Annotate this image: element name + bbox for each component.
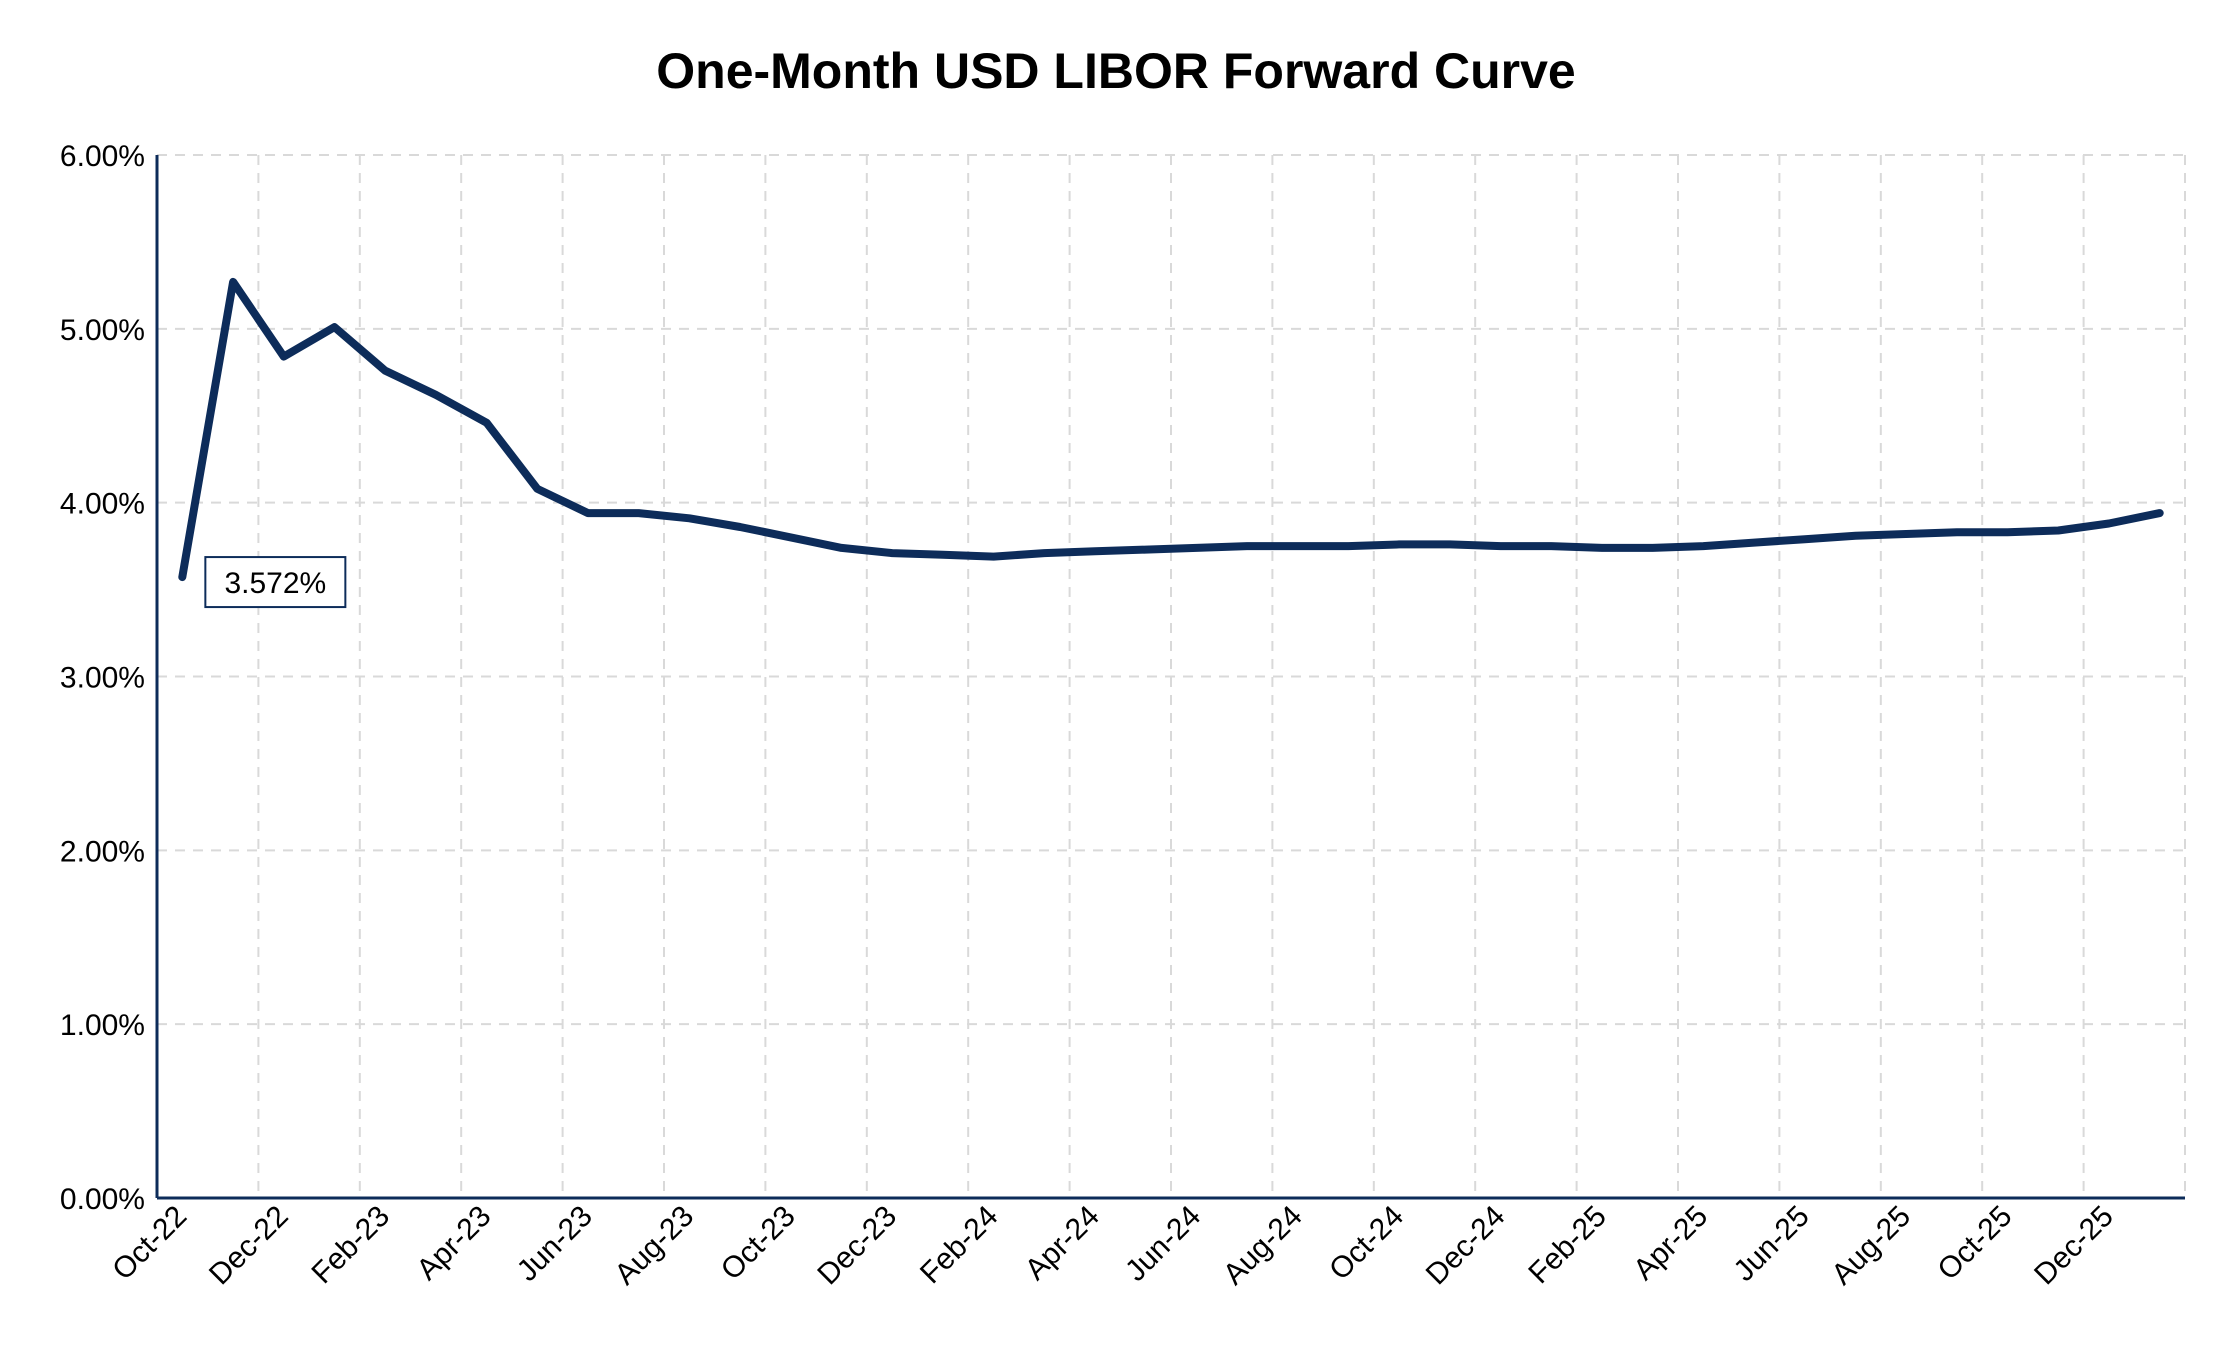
x-tick-label: Feb-23	[306, 1200, 397, 1291]
series-layer	[178, 277, 2164, 582]
y-tick-label: 2.00%	[60, 835, 145, 868]
x-tick-label: Aug-23	[609, 1200, 701, 1292]
axes	[155, 155, 2185, 1200]
data-label-box	[204, 556, 347, 609]
data-label: 3.572%	[224, 567, 326, 600]
y-tick-label: 5.00%	[60, 314, 145, 347]
x-tick-label: Feb-24	[914, 1200, 1005, 1291]
y-tick-label: 4.00%	[60, 488, 145, 521]
x-tick-label: Dec-25	[2028, 1200, 2120, 1292]
y-axis-tick-labels: 0.00% 1.00% 2.00% 3.00% 4.00% 5.00% 6.00%	[60, 140, 145, 1216]
x-tick-label: Apr-23	[410, 1200, 497, 1287]
x-tick-label: Oct-23	[715, 1200, 802, 1287]
x-tick-label: Oct-25	[1932, 1200, 2019, 1287]
x-tick-label: Dec-23	[811, 1200, 903, 1292]
gridlines	[157, 154, 2186, 1198]
y-tick-label: 3.00%	[60, 662, 145, 695]
x-tick-label: Feb-25	[1522, 1200, 1613, 1291]
x-axis-tick-labels: Oct-22 Dec-22 Feb-23 Apr-23 Jun-23 Aug-23 Oct-…	[106, 1200, 2120, 1292]
x-tick-label: Aug-25	[1825, 1200, 1917, 1292]
x-tick-label: Oct-24	[1323, 1200, 1410, 1287]
x-tick-label: Apr-24	[1019, 1200, 1106, 1287]
x-tick-label: Jun-24	[1119, 1200, 1207, 1288]
chart-title: One-Month USD LIBOR Forward Curve	[656, 43, 1575, 99]
y-tick-label: 0.00%	[60, 1183, 145, 1216]
x-tick-label: Apr-25	[1627, 1200, 1714, 1287]
x-tick-label: Jun-23	[511, 1200, 599, 1288]
y-tick-label: 6.00%	[60, 140, 145, 173]
x-tick-label: Dec-22	[203, 1200, 295, 1292]
x-tick-label: Dec-24	[1420, 1200, 1512, 1292]
x-tick-label: Aug-24	[1217, 1200, 1309, 1292]
y-tick-label: 1.00%	[60, 1009, 145, 1042]
annotations: 3.572%	[204, 556, 347, 609]
x-tick-label: Jun-25	[1727, 1200, 1815, 1288]
series-line-0	[178, 277, 2164, 582]
